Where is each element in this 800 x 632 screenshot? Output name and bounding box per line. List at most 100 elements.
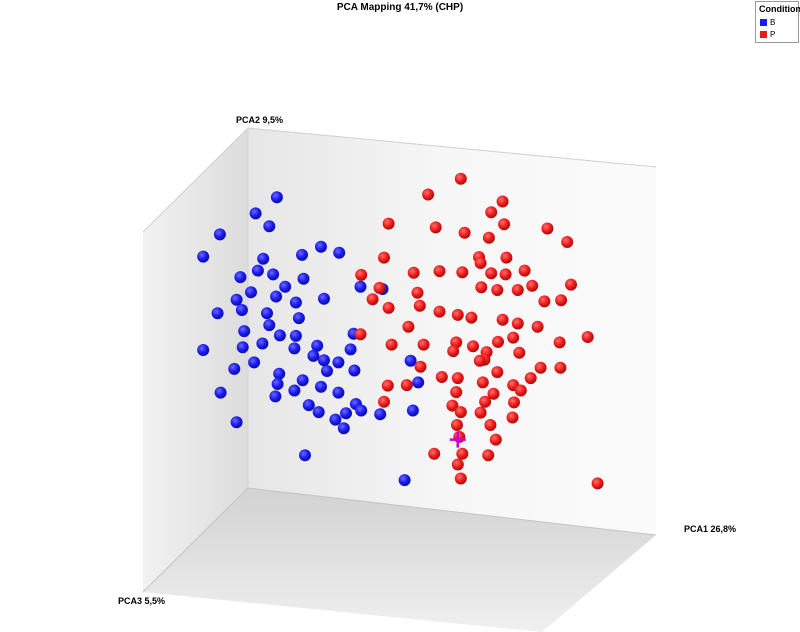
data-point-b[interactable]	[329, 413, 342, 426]
data-point-b[interactable]	[302, 399, 315, 412]
data-point-b[interactable]	[289, 329, 302, 342]
data-point-p[interactable]	[511, 317, 524, 330]
data-point-p[interactable]	[373, 281, 386, 294]
data-point-b[interactable]	[374, 408, 387, 421]
data-point-b[interactable]	[318, 292, 330, 305]
data-point-p[interactable]	[453, 430, 466, 443]
data-point-p[interactable]	[366, 293, 379, 306]
data-point-p[interactable]	[454, 406, 467, 419]
data-point-p[interactable]	[554, 361, 567, 374]
data-point-b[interactable]	[348, 364, 361, 377]
data-point-b[interactable]	[333, 246, 346, 259]
data-point-p[interactable]	[467, 340, 479, 353]
data-point-p[interactable]	[511, 284, 524, 296]
data-point-p[interactable]	[498, 218, 511, 231]
data-point-p[interactable]	[491, 366, 504, 379]
data-point-b[interactable]	[321, 365, 333, 377]
data-point-p[interactable]	[378, 395, 390, 408]
data-point-p[interactable]	[526, 279, 539, 292]
data-point-p[interactable]	[565, 278, 577, 291]
data-point-p[interactable]	[385, 338, 398, 351]
data-point-p[interactable]	[496, 195, 509, 208]
data-point-p[interactable]	[492, 335, 504, 348]
data-point-b[interactable]	[263, 319, 276, 332]
data-point-p[interactable]	[451, 419, 463, 431]
data-point-b[interactable]	[197, 344, 210, 356]
data-point-b[interactable]	[315, 380, 327, 393]
data-point-b[interactable]	[230, 293, 243, 306]
data-point-p[interactable]	[454, 172, 467, 185]
data-point-p[interactable]	[482, 231, 495, 244]
data-point-p[interactable]	[513, 346, 526, 359]
data-point-p[interactable]	[507, 331, 520, 344]
data-point-p[interactable]	[381, 379, 394, 392]
data-point-b[interactable]	[299, 449, 311, 462]
data-point-b[interactable]	[311, 339, 324, 352]
data-point-p[interactable]	[475, 281, 488, 294]
data-point-b[interactable]	[256, 337, 269, 350]
data-point-b[interactable]	[332, 386, 345, 399]
data-point-p[interactable]	[541, 222, 554, 235]
data-point-p[interactable]	[555, 294, 568, 307]
data-point-p[interactable]	[508, 396, 520, 409]
data-point-b[interactable]	[340, 407, 352, 420]
data-point-b[interactable]	[332, 356, 345, 369]
data-point-b[interactable]	[315, 240, 327, 253]
data-point-b[interactable]	[249, 207, 262, 220]
data-point-b[interactable]	[412, 376, 425, 389]
data-point-p[interactable]	[482, 449, 495, 462]
data-point-p[interactable]	[414, 360, 427, 373]
data-point-p[interactable]	[400, 379, 413, 392]
data-point-p[interactable]	[450, 386, 463, 399]
data-point-p[interactable]	[531, 320, 544, 333]
data-point-p[interactable]	[518, 264, 531, 277]
data-point-p[interactable]	[354, 328, 367, 341]
data-point-b[interactable]	[230, 416, 243, 429]
data-point-b[interactable]	[354, 280, 367, 293]
data-point-p[interactable]	[411, 286, 424, 299]
data-point-b[interactable]	[288, 384, 301, 397]
data-point-p[interactable]	[561, 236, 574, 248]
data-point-p[interactable]	[485, 206, 498, 219]
data-point-b[interactable]	[235, 304, 248, 316]
data-point-p[interactable]	[456, 266, 469, 279]
data-point-b[interactable]	[234, 271, 247, 284]
data-point-p[interactable]	[496, 313, 509, 326]
data-point-p[interactable]	[402, 320, 415, 333]
data-point-b[interactable]	[211, 307, 224, 320]
data-point-p[interactable]	[553, 336, 566, 349]
data-point-b[interactable]	[251, 264, 264, 277]
data-point-b[interactable]	[214, 386, 227, 399]
data-point-p[interactable]	[429, 221, 442, 234]
data-point-p[interactable]	[491, 284, 504, 296]
data-point-p[interactable]	[446, 399, 459, 412]
data-point-p[interactable]	[489, 433, 502, 446]
data-point-p[interactable]	[591, 477, 604, 490]
data-point-p[interactable]	[433, 265, 446, 278]
data-point-p[interactable]	[479, 395, 492, 408]
data-point-b[interactable]	[197, 250, 210, 263]
data-point-p[interactable]	[506, 411, 519, 424]
data-point-p[interactable]	[538, 295, 551, 308]
data-point-p[interactable]	[382, 301, 395, 314]
data-point-b[interactable]	[404, 354, 417, 367]
data-point-p[interactable]	[474, 406, 487, 419]
data-point-p[interactable]	[473, 354, 486, 367]
data-point-p[interactable]	[451, 308, 464, 321]
data-point-b[interactable]	[337, 422, 350, 435]
data-point-p[interactable]	[458, 226, 471, 239]
data-point-b[interactable]	[288, 342, 301, 355]
data-point-p[interactable]	[499, 268, 512, 281]
data-point-b[interactable]	[398, 474, 411, 487]
data-point-p[interactable]	[428, 447, 441, 460]
data-point-p[interactable]	[447, 345, 460, 358]
data-point-p[interactable]	[435, 371, 448, 383]
data-point-p[interactable]	[378, 251, 390, 264]
data-point-p[interactable]	[451, 372, 464, 385]
data-point-b[interactable]	[213, 228, 226, 241]
data-point-p[interactable]	[451, 458, 464, 471]
legend-entry-p[interactable]: P	[760, 30, 775, 40]
data-point-b[interactable]	[312, 406, 325, 419]
data-point-p[interactable]	[514, 384, 527, 397]
